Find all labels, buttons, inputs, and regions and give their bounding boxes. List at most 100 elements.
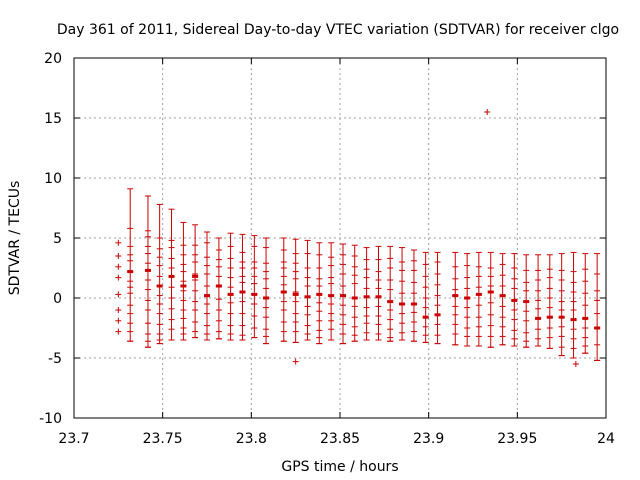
error-bar [127,188,134,342]
error-bar [546,254,553,349]
chart-title: Day 361 of 2011, Sidereal Day-to-day VTE… [57,22,619,38]
error-bar-center [570,318,577,322]
error-bar-center [127,270,134,274]
error-bar [227,232,234,341]
x-tick-label: 24 [597,431,615,447]
error-bar-center [351,296,358,300]
error-bar [558,253,565,357]
error-bar [215,237,222,340]
data-point [115,328,122,335]
error-bar [434,251,441,345]
error-bar [316,242,323,345]
error-bar [351,244,358,342]
error-bar-center [215,284,222,288]
error-bar [192,224,199,339]
y-tick-label: 10 [44,171,62,187]
error-bar-center [487,290,494,294]
error-bar [280,237,287,342]
error-bar-center [292,292,299,296]
x-tick-label: 23.85 [320,431,360,447]
y-axis-label: SDTVAR / TECUs [7,181,23,296]
error-bar-center [558,315,565,319]
error-bar [292,238,299,343]
error-bar-center [410,302,417,306]
error-bar [399,247,406,341]
error-bar [180,221,187,341]
x-axis-label: GPS time / hours [281,459,398,475]
error-bar [363,247,370,341]
error-bar-center [204,294,210,298]
error-bar [168,208,175,341]
error-bar-center [316,292,323,296]
x-tick-label: 23.75 [143,431,183,447]
y-tick-label: 15 [44,111,62,127]
data-point [484,109,491,115]
error-bar-center [375,295,382,299]
data-point [292,358,299,365]
error-bar [535,254,542,347]
error-bar-center [582,316,589,320]
x-tick-label: 23.9 [413,431,444,447]
data-point [115,317,122,324]
error-bar [156,203,163,345]
axis-ticks: 23.7 23.75 23.8 23.85 23.9 23.95 24 -10 -5 0 5 10 15… [39,51,615,447]
error-bar [263,237,270,345]
error-bar [523,254,530,348]
error-bar-center [328,294,335,298]
error-bar-center [452,294,459,298]
error-bar-center [399,302,406,306]
error-bar-center [546,315,553,319]
error-bar-center [280,290,287,294]
error-bar [239,233,246,341]
data-point [115,253,122,259]
error-bar [570,251,577,359]
y-tick-label: 5 [53,231,62,247]
error-bar-center [475,292,482,296]
error-bar [487,251,494,348]
error-bar-center [180,284,187,288]
error-bar-center [156,284,163,288]
error-bar [511,253,518,347]
error-bar-center [594,326,601,330]
x-tick-label: 23.8 [236,431,267,447]
error-bar-center [387,300,394,304]
error-bar-center [304,295,311,299]
error-bar [594,253,601,361]
x-tick-label: 23.7 [58,431,89,447]
grid [74,58,606,418]
error-bar [452,251,459,346]
error-bar [204,231,210,341]
error-bar-center [499,294,506,298]
y-tick-label: -10 [39,411,62,427]
error-bar [475,251,482,347]
error-bar [464,253,471,347]
error-bar-center [251,292,258,296]
error-bar [251,235,258,339]
error-bar-center [144,268,151,272]
error-bar-center [535,316,542,320]
error-bar-center [227,292,234,296]
error-bar-center [523,300,530,304]
error-bar [499,253,506,346]
y-tick-label: 20 [44,51,62,67]
error-bar-center [168,274,175,278]
error-bar-center [263,296,270,300]
x-tick-label: 23.95 [497,431,537,447]
error-bar [582,253,589,354]
data-point [572,361,579,367]
y-tick-label: 0 [53,291,62,307]
error-bar-center [464,296,471,300]
error-bar [387,245,394,342]
error-bar-center [511,298,518,302]
data-point [115,307,122,313]
error-bar [328,242,335,341]
error-bar-center [192,274,199,278]
data-point [115,263,122,270]
error-bar [144,195,151,348]
error-bar-center [422,315,429,319]
data-point [115,239,122,246]
error-bar [422,251,429,343]
error-bar [304,239,311,341]
error-bar-center [363,295,370,299]
